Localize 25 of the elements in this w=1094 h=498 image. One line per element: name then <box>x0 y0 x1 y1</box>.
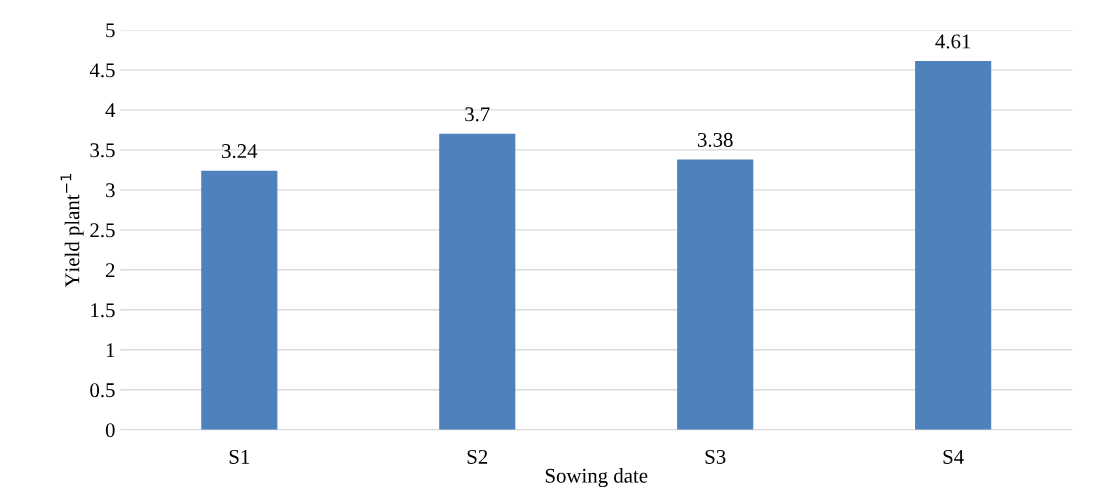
bar <box>439 133 516 430</box>
x-axis-title: Sowing date <box>545 468 648 488</box>
y-axis-title: Yield plant$^{−1}$ <box>60 174 84 288</box>
y-tick-label: 1 <box>106 343 115 358</box>
y-tick-label: 0.5 <box>90 383 115 398</box>
y-tick-label: 1.5 <box>91 303 115 318</box>
x-tick-label: S3 <box>705 449 726 464</box>
y-tick-label: 2 <box>105 263 115 278</box>
y-tick-label: 3 <box>106 183 115 198</box>
bar <box>915 61 992 430</box>
data-label: 3.7 <box>465 107 490 122</box>
y-tick-label: 4.5 <box>89 63 115 78</box>
x-tick-label: S1 <box>229 449 250 464</box>
y-tick-label: 3.5 <box>90 143 115 158</box>
bar <box>677 159 754 430</box>
data-label: 3.38 <box>697 132 733 147</box>
y-tick-label: 4 <box>105 103 116 118</box>
data-label: 4.61 <box>935 34 971 49</box>
data-label: 3.24 <box>222 144 258 159</box>
y-tick-label: 5 <box>106 23 115 38</box>
y-tick-label: 2.5 <box>90 223 115 238</box>
x-tick-label: S2 <box>467 449 488 464</box>
y-tick-label: 0 <box>105 423 115 438</box>
bar <box>201 170 278 430</box>
x-tick-label: S4 <box>943 449 964 464</box>
